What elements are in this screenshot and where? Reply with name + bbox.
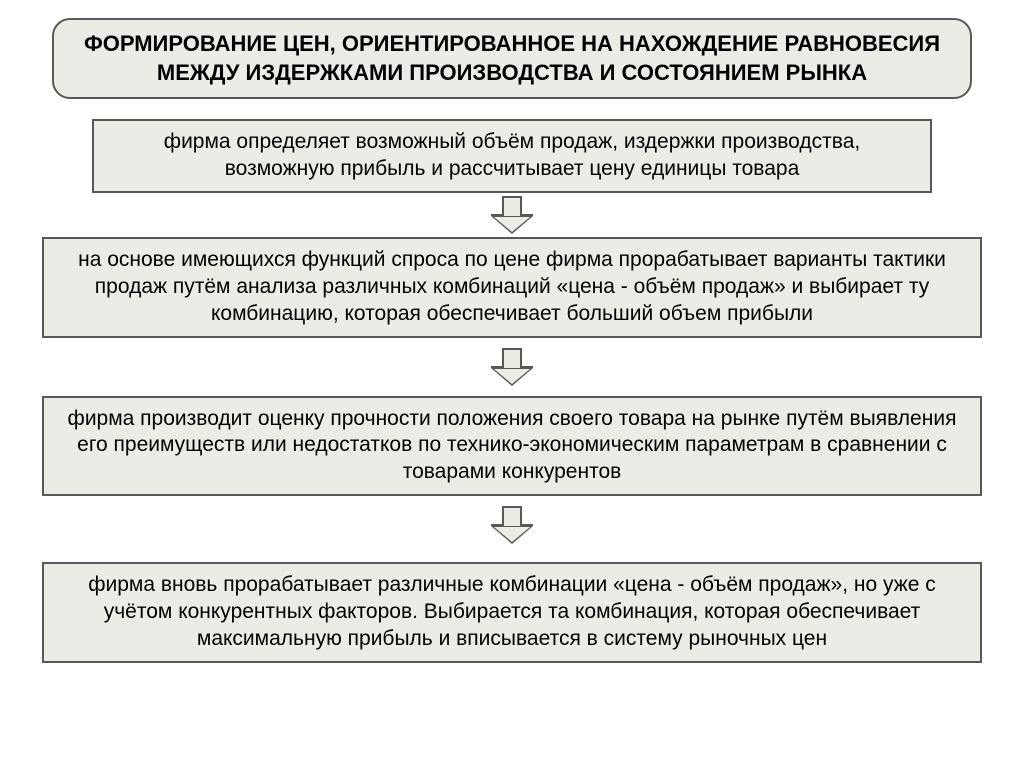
title-text: ФОРМИРОВАНИЕ ЦЕН, ОРИЕНТИРОВАННОЕ НА НАХ…	[84, 31, 940, 85]
step-box-3: фирма производит оценку прочности положе…	[42, 396, 982, 497]
step-box-2: на основе имеющихся функций спроса по це…	[42, 237, 982, 338]
title-box: ФОРМИРОВАНИЕ ЦЕН, ОРИЕНТИРОВАННОЕ НА НАХ…	[52, 18, 972, 99]
step-text-2: на основе имеющихся функций спроса по це…	[78, 248, 946, 325]
flowchart: фирма определяет возможный объём продаж,…	[42, 119, 982, 663]
down-arrow-2	[491, 348, 533, 386]
down-arrow-3	[491, 506, 533, 544]
down-arrow-1	[491, 196, 533, 234]
step-text-3: фирма производит оценку прочности положе…	[68, 407, 957, 484]
step-text-1: фирма определяет возможный объём продаж,…	[164, 130, 860, 180]
step-text-4: фирма вновь прорабатывает различные комб…	[88, 573, 936, 650]
step-box-1: фирма определяет возможный объём продаж,…	[92, 119, 932, 193]
step-box-4: фирма вновь прорабатывает различные комб…	[42, 562, 982, 663]
